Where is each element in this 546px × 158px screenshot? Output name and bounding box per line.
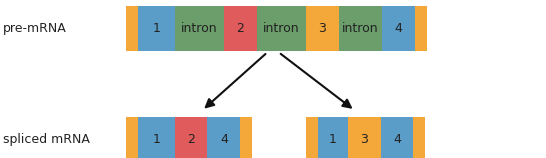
Text: 1: 1 [329,133,337,146]
Bar [382,6,415,51]
Bar [240,117,252,158]
Bar [126,6,138,51]
Text: 2: 2 [236,22,244,35]
Text: pre-mRNA: pre-mRNA [3,22,67,35]
Bar [138,6,175,51]
Text: 1: 1 [152,22,160,35]
Text: 4: 4 [393,133,401,146]
Bar [175,117,207,158]
Bar [224,6,257,51]
Text: 3: 3 [360,133,368,146]
Text: 3: 3 [318,22,326,35]
Text: 2: 2 [187,133,195,146]
Bar [413,117,425,158]
Text: spliced mRNA: spliced mRNA [3,133,90,146]
Bar [381,117,413,158]
Text: 1: 1 [152,133,160,146]
Bar [138,117,175,158]
Bar [306,6,339,51]
Bar [415,6,427,51]
Text: intron: intron [263,22,300,35]
Text: intron: intron [181,22,218,35]
Bar [257,6,306,51]
Bar [306,117,318,158]
Text: 4: 4 [220,133,228,146]
Bar [348,117,381,158]
Bar [339,6,382,51]
Bar [318,117,348,158]
Text: 4: 4 [395,22,402,35]
Bar [207,117,240,158]
Bar [126,117,138,158]
Bar [175,6,224,51]
Text: intron: intron [342,22,379,35]
